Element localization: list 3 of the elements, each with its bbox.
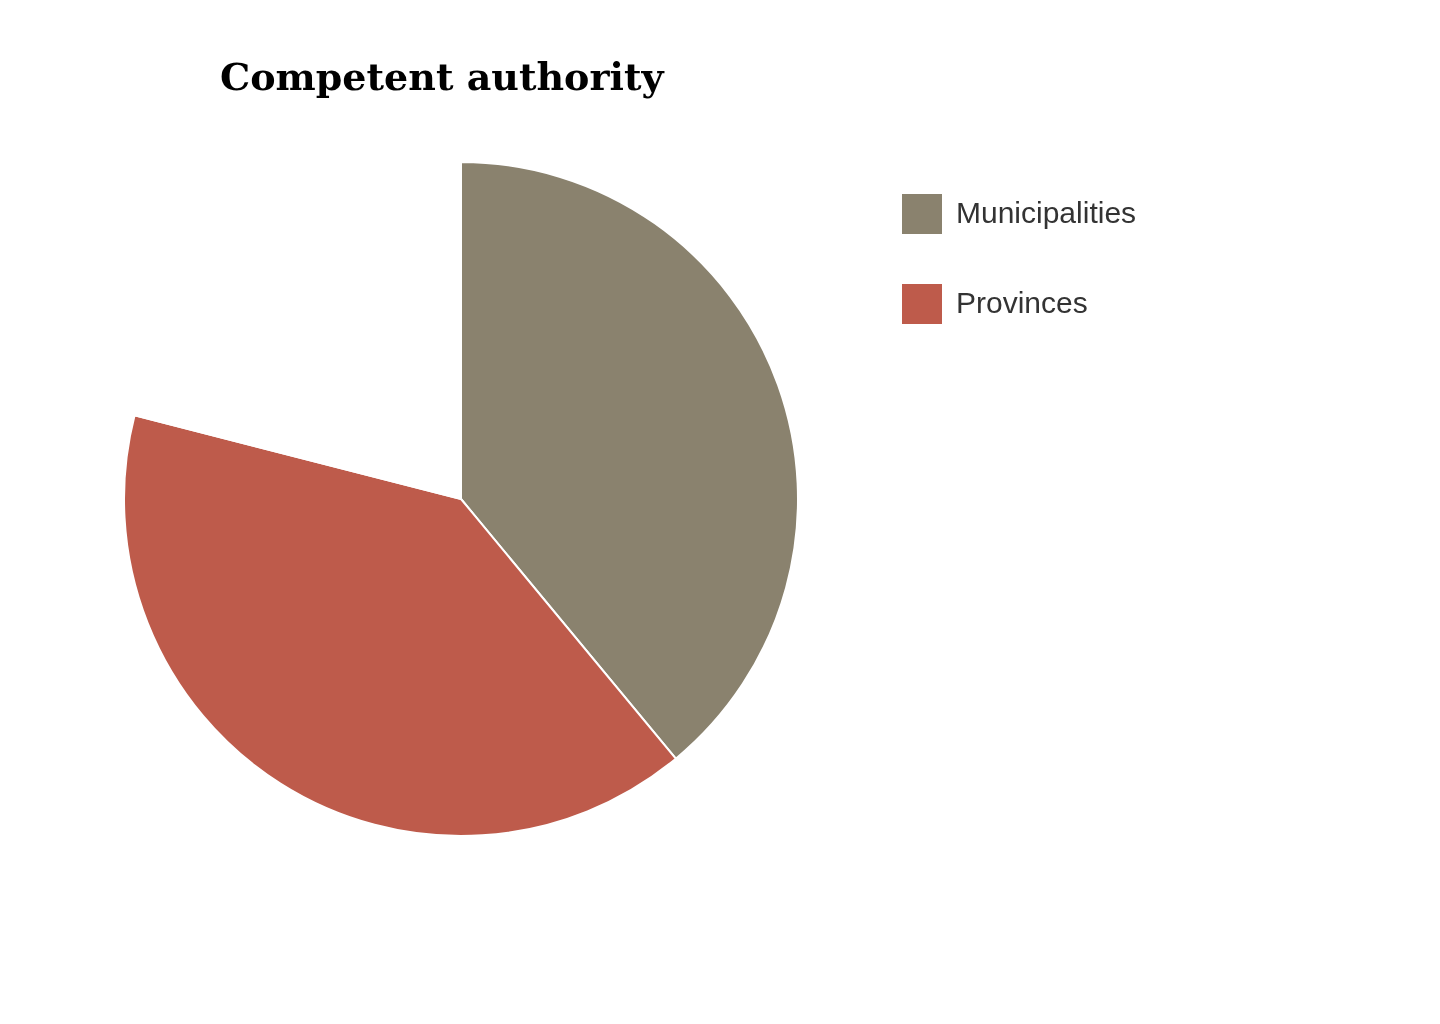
chart-title: Competent authority xyxy=(220,54,665,99)
legend-label: Provinces xyxy=(956,286,1088,319)
legend-label: Municipalities xyxy=(956,196,1137,229)
